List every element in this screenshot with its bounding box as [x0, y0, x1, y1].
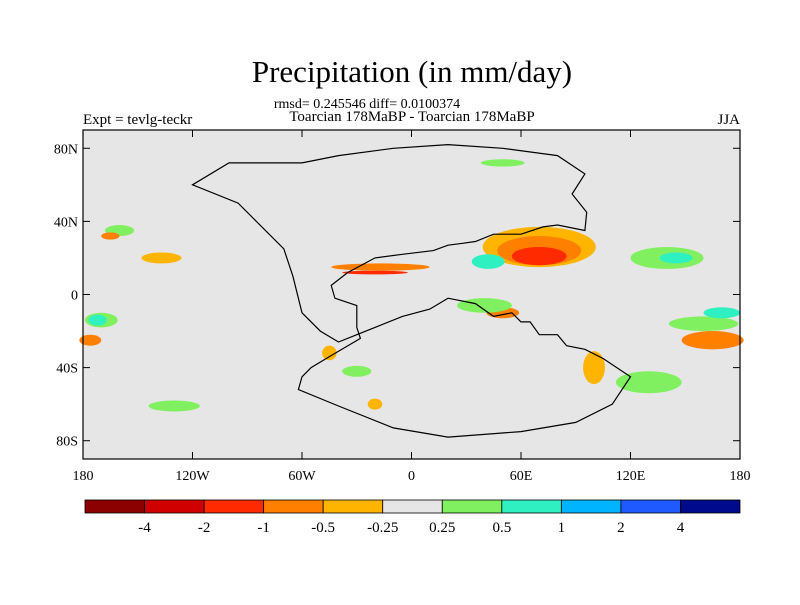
y-tick-label: 80S	[56, 435, 78, 450]
colorbar-label: 4	[677, 520, 685, 536]
chart-subtitle: Toarcian 178MaBP - Toarcian 178MaBP	[289, 109, 534, 125]
anomaly-region-n-pac-neg2	[101, 232, 120, 240]
colorbar-label: -1	[257, 520, 270, 536]
colorbar-swatch	[144, 499, 205, 514]
anomaly-region-s-atl-neg	[322, 345, 337, 361]
colorbar-swatch	[322, 499, 384, 514]
season-label: JJA	[717, 112, 740, 128]
experiment-label: Expt = tevlg-teckr	[83, 112, 192, 128]
x-tick-label: 60W	[288, 469, 316, 484]
stats-line: rmsd= 0.245546 diff= 0.0100374	[274, 97, 460, 112]
anomaly-region-s-oc-neg	[367, 398, 383, 410]
anomaly-region-w-pac-neg	[79, 334, 102, 346]
anomaly-region-w-pac-cyan	[88, 314, 107, 326]
colorbar-label: -0.25	[367, 520, 398, 536]
anomaly-region-n-atl-neg2	[342, 270, 408, 275]
y-tick-label: 80N	[54, 142, 78, 157]
anomaly-region-s-ind-neg	[583, 351, 605, 385]
anomaly-region-ne-tethys-cyan	[659, 252, 693, 264]
colorbar-swatch	[680, 499, 741, 514]
colorbar-swatch	[84, 499, 145, 514]
x-tick-label: 120E	[616, 469, 646, 484]
anomaly-region-s-ind-pos	[615, 371, 682, 394]
y-tick-label: 40S	[56, 362, 78, 377]
colorbar-label: -4	[138, 520, 151, 536]
x-tick-label: 0	[408, 469, 415, 484]
y-tick-label: 40N	[54, 215, 78, 230]
chart-title: Precipitation (in mm/day)	[252, 54, 572, 89]
anomaly-region-tethys-neg3	[511, 246, 567, 266]
anomaly-region-s-atl-pos	[342, 365, 372, 377]
anomaly-region-s-pac-cyan	[703, 307, 740, 319]
colorbar-label: 1	[558, 520, 566, 536]
colorbar-swatch	[263, 499, 324, 514]
colorbar-label: -0.5	[311, 520, 335, 536]
colorbar-swatch	[560, 499, 622, 514]
anomaly-region-arctic-pos	[480, 159, 525, 167]
x-tick-label: 180	[730, 469, 751, 484]
colorbar-swatch	[203, 499, 265, 514]
colorbar-label: 2	[617, 520, 625, 536]
map-axes: 180 120W 60W 0 60E 120E 180 80N 40N 0 40S 80S	[54, 129, 751, 484]
colorbar-swatch	[620, 499, 681, 514]
map-plot	[79, 130, 744, 459]
colorbar-swatch	[382, 499, 443, 514]
coastline-0	[191, 143, 632, 438]
anomaly-region-n-atl-neg1	[331, 263, 430, 271]
colorbar-swatch	[441, 499, 503, 514]
x-tick-label: 180	[73, 469, 94, 484]
anomaly-region-tethys-pos	[471, 254, 505, 269]
y-tick-label: 0	[71, 289, 78, 304]
x-tick-label: 60E	[510, 469, 533, 484]
anomaly-region-s-pac-neg	[681, 331, 744, 350]
anomaly-region-s-pac-pos	[668, 316, 739, 332]
anomaly-region-trop-pos	[457, 298, 512, 313]
colorbar-label: 0.5	[492, 520, 511, 536]
anomaly-region-n-pac-neg	[141, 252, 182, 264]
anomaly-region-s-oc-pos	[148, 400, 200, 412]
colorbar-label: 0.25	[429, 520, 455, 536]
colorbar-label: -2	[198, 520, 211, 536]
colorbar: -4 -2 -1 -0.5 -0.25 0.25 0.5 1 2 4	[84, 499, 741, 536]
x-tick-label: 120W	[175, 469, 210, 484]
colorbar-swatch	[501, 499, 562, 514]
